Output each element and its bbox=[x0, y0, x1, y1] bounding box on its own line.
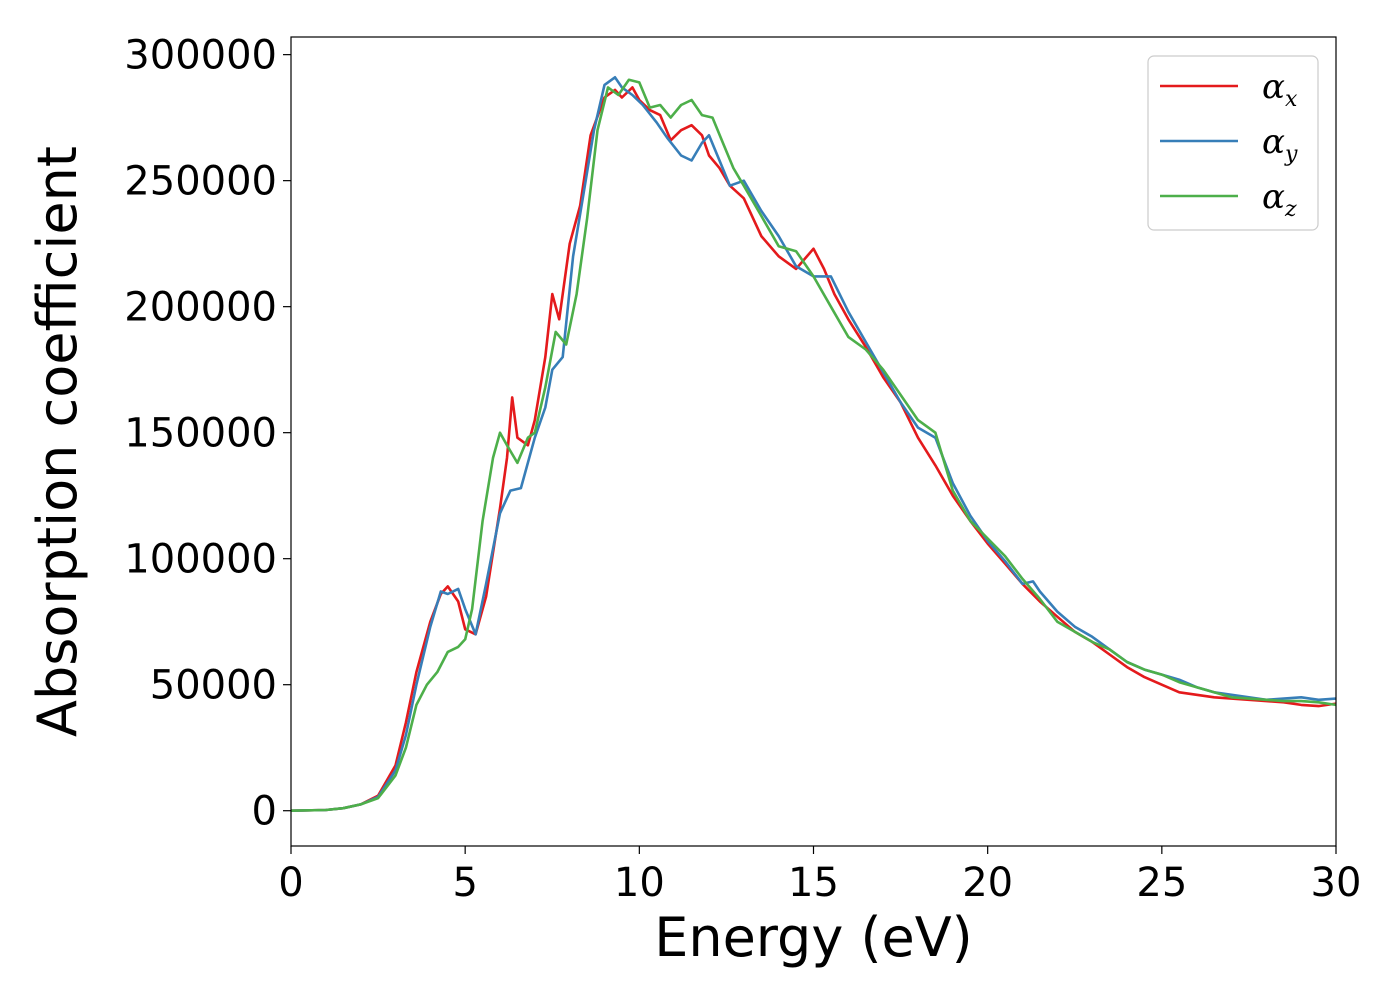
y-axis-ticks: 0 50000 100000 150000 200000 250000 300000 bbox=[124, 33, 291, 835]
y-tick-label: 100000 bbox=[124, 537, 277, 583]
x-axis-ticks: 0 5 10 15 20 25 30 bbox=[278, 846, 1361, 906]
y-tick-label: 250000 bbox=[124, 159, 277, 205]
y-tick-label: 200000 bbox=[124, 285, 277, 331]
x-tick-label: 0 bbox=[278, 860, 303, 906]
x-tick-label: 30 bbox=[1311, 860, 1362, 906]
x-axis-title: Energy (eV) bbox=[654, 906, 973, 969]
legend-label-x: αx bbox=[1262, 67, 1298, 112]
legend: αx αy αz bbox=[1147, 55, 1319, 231]
y-tick-label: 300000 bbox=[124, 33, 277, 79]
x-tick-label: 25 bbox=[1136, 860, 1187, 906]
y-axis-title: Absorption coefficient bbox=[26, 146, 89, 737]
x-tick-label: 15 bbox=[788, 860, 839, 906]
x-tick-label: 20 bbox=[962, 860, 1013, 906]
legend-label-z: αz bbox=[1262, 177, 1297, 222]
y-tick-label: 150000 bbox=[124, 411, 277, 457]
series-layer bbox=[291, 76, 1336, 812]
y-tick-label: 0 bbox=[252, 789, 277, 835]
series-line-z bbox=[291, 78, 1336, 812]
x-tick-label: 5 bbox=[452, 860, 477, 906]
y-tick-label: 50000 bbox=[150, 663, 277, 709]
legend-label-y: αy bbox=[1262, 122, 1298, 167]
x-tick-label: 10 bbox=[614, 860, 665, 906]
series-line-x bbox=[291, 86, 1336, 812]
legend-frame bbox=[1147, 55, 1319, 231]
